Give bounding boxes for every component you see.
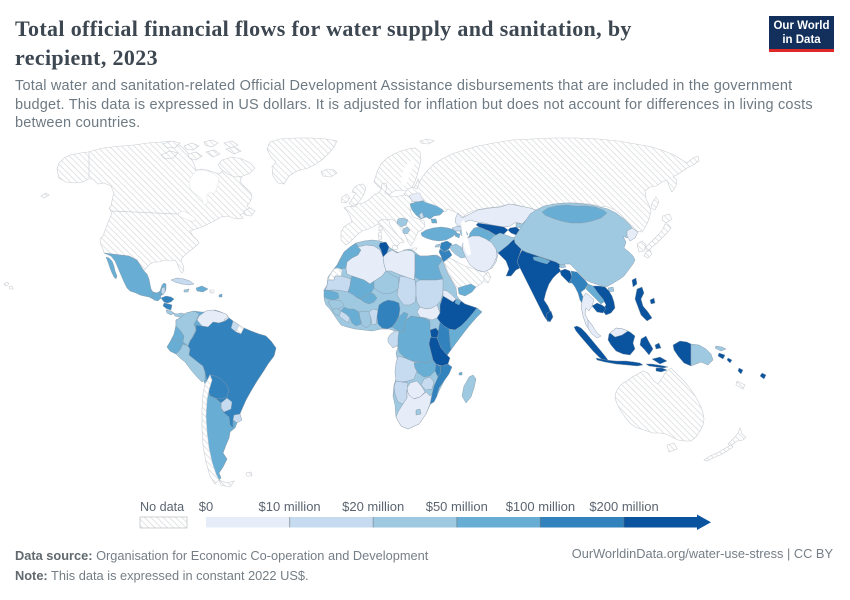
svg-text:$50 million: $50 million bbox=[426, 499, 488, 514]
svg-text:$10 million: $10 million bbox=[259, 499, 321, 514]
svg-text:$0: $0 bbox=[199, 499, 213, 514]
svg-text:$20 million: $20 million bbox=[342, 499, 404, 514]
svg-text:$200 million: $200 million bbox=[589, 499, 658, 514]
svg-text:$100 million: $100 million bbox=[506, 499, 575, 514]
